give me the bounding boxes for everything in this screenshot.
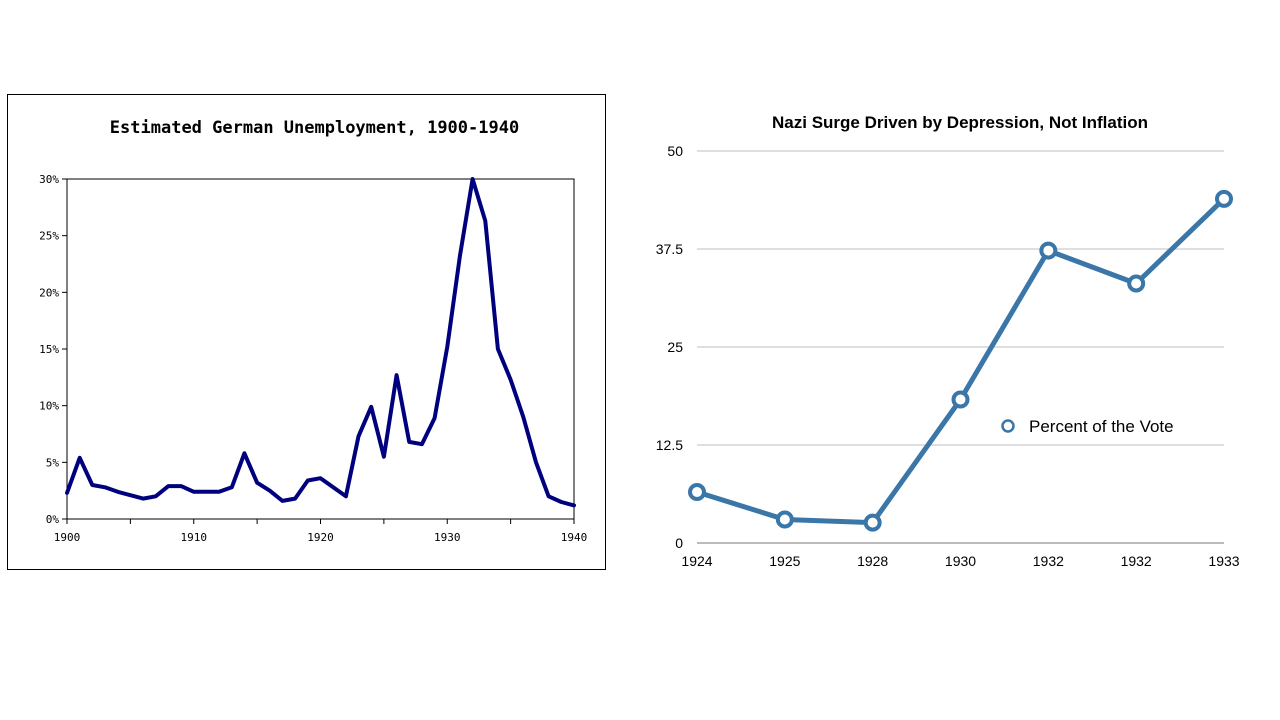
y-tick-label: 0% — [46, 513, 60, 526]
y-tick-label: 25% — [39, 230, 59, 243]
x-tick-label: 1925 — [769, 553, 800, 569]
vote-series-line — [696, 197, 1226, 526]
x-tick-label: 1940 — [561, 531, 588, 544]
x-tick-label: 1930 — [434, 531, 461, 544]
data-point — [775, 510, 794, 529]
y-tick-label: 30% — [39, 173, 59, 186]
x-tick-label: 1920 — [307, 531, 334, 544]
data-point — [1215, 189, 1233, 208]
chart-title: Estimated German Unemployment, 1900-1940 — [110, 118, 519, 138]
y-tick-label: 10% — [39, 400, 59, 413]
y-tick-label: 0 — [675, 535, 683, 551]
unemployment-chart: Estimated German Unemployment, 1900-1940… — [7, 94, 606, 570]
y-tick-label: 12.5 — [656, 437, 683, 453]
data-point — [1127, 274, 1146, 293]
legend-label: Percent of the Vote — [1029, 417, 1174, 436]
y-tick-label: 5% — [46, 456, 60, 469]
x-tick-label: 1933 — [1208, 553, 1239, 569]
y-tick-label: 25 — [667, 339, 683, 355]
unemployment-series-line — [65, 177, 576, 508]
chart-title: Nazi Surge Driven by Depression, Not Inf… — [772, 113, 1148, 132]
x-tick-label: 1928 — [857, 553, 888, 569]
x-tick-label: 1932 — [1033, 553, 1064, 569]
x-tick-label: 1932 — [1121, 553, 1152, 569]
unemployment-chart-svg: Estimated German Unemployment, 1900-1940… — [39, 118, 588, 544]
y-tick-label: 50 — [667, 143, 683, 159]
y-tick-label: 20% — [39, 286, 59, 299]
x-tick-label: 1930 — [945, 553, 976, 569]
x-tick-label: 1900 — [54, 531, 81, 544]
nazi-vote-chart-svg: Nazi Surge Driven by Depression, Not Inf… — [656, 113, 1240, 569]
legend-marker — [1001, 419, 1015, 433]
data-point — [1039, 241, 1058, 260]
x-tick-label: 1910 — [181, 531, 208, 544]
y-tick-label: 15% — [39, 343, 59, 356]
data-point — [688, 483, 706, 502]
x-tick-label: 1924 — [681, 553, 712, 569]
y-tick-label: 37.5 — [656, 241, 683, 257]
data-point — [863, 513, 882, 532]
data-point — [951, 390, 970, 409]
